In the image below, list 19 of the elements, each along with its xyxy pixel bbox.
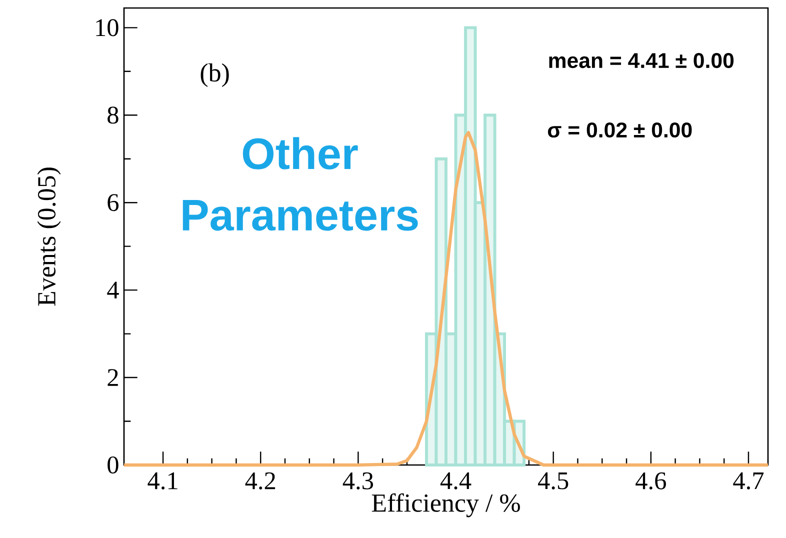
annotation: Other Parameters xyxy=(182,137,418,231)
y-tick-label: 10 xyxy=(96,19,118,36)
x-tick-label: 4.1 xyxy=(148,472,178,490)
y-axis-title: Events (0.05) xyxy=(37,168,61,306)
x-tick-label: 4.6 xyxy=(636,472,666,490)
x-tick-label: 4.5 xyxy=(538,472,568,490)
y-tick-label: 2 xyxy=(108,369,118,386)
y-tick-label: 6 xyxy=(108,194,119,212)
annotation: mean = 4.41 ± 0.00 xyxy=(549,53,734,68)
annotation: (b) xyxy=(200,63,229,87)
x-tick-label: 4.7 xyxy=(733,472,764,490)
x-axis-title: Efficiency / % xyxy=(372,493,520,518)
x-tick-label: 4.2 xyxy=(245,472,276,490)
annotation: σ = 0.02 ± 0.00 xyxy=(548,122,692,138)
y-tick-label: 4 xyxy=(107,282,119,298)
x-tick-label: 4.4 xyxy=(440,472,472,490)
y-tick-label: 0 xyxy=(108,456,118,474)
x-tick-label: 4.3 xyxy=(342,472,374,490)
y-tick-label: 8 xyxy=(108,106,118,124)
